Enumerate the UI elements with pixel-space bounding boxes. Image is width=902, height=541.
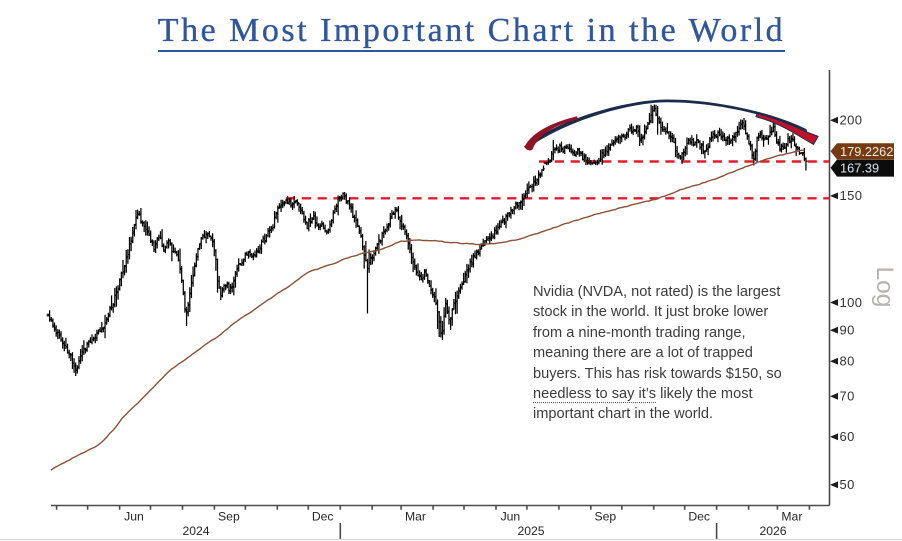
svg-text:80: 80 <box>840 354 855 369</box>
svg-text:60: 60 <box>840 429 855 444</box>
svg-text:179.2262: 179.2262 <box>840 144 893 159</box>
svg-text:70: 70 <box>840 389 855 404</box>
svg-text:100: 100 <box>840 295 863 310</box>
svg-text:167.39: 167.39 <box>840 161 879 176</box>
svg-text:Jun: Jun <box>124 510 144 524</box>
svg-text:90: 90 <box>840 323 855 338</box>
svg-text:Mar: Mar <box>781 510 802 524</box>
svg-text:Sep: Sep <box>594 510 616 524</box>
svg-text:2025: 2025 <box>517 524 544 538</box>
svg-text:200: 200 <box>840 113 863 128</box>
svg-text:2026: 2026 <box>759 524 786 538</box>
svg-text:50: 50 <box>840 477 855 492</box>
svg-text:Mar: Mar <box>405 510 426 524</box>
svg-text:2024: 2024 <box>182 524 209 538</box>
svg-text:Dec: Dec <box>688 510 710 524</box>
svg-text:Sep: Sep <box>218 510 240 524</box>
svg-text:Dec: Dec <box>312 510 334 524</box>
svg-text:150: 150 <box>840 188 863 203</box>
svg-text:Jun: Jun <box>501 510 521 524</box>
svg-text:Log: Log <box>871 267 898 308</box>
